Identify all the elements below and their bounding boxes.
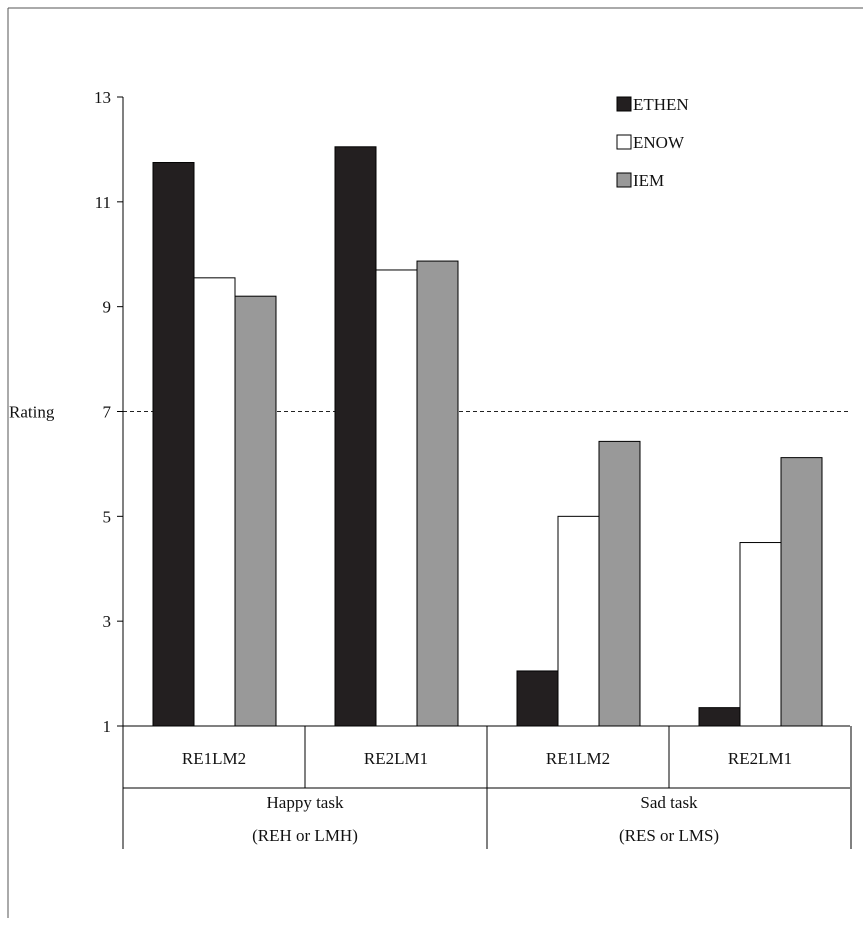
- bar-ethen-1: [152, 162, 195, 727]
- bar-enow-2: [375, 269, 418, 727]
- group-label-1: Happy task: [267, 793, 344, 812]
- y-axis-title: Rating: [9, 403, 55, 422]
- group-sublabel-1: (REH or LMH): [252, 826, 358, 845]
- bar-iem-4: [780, 457, 823, 727]
- bar-enow-1: [193, 277, 236, 727]
- legend-swatch-iem: [616, 172, 632, 188]
- bar-iem-3: [598, 440, 641, 727]
- group-label-2: Sad task: [640, 793, 698, 812]
- bar-iem-2: [416, 260, 459, 727]
- legend-label-enow: ENOW: [633, 133, 685, 152]
- bar-ethen-2: [334, 146, 377, 727]
- y-tick-label: 3: [103, 612, 112, 631]
- group-sublabel-2: (RES or LMS): [619, 826, 719, 845]
- bar-ethen-4: [698, 707, 741, 727]
- legend-swatch-enow: [616, 134, 632, 150]
- y-tick-label: 5: [103, 507, 112, 526]
- category-label-4: RE2LM1: [728, 749, 792, 768]
- y-tick-label: 11: [95, 193, 111, 212]
- category-label-2: RE2LM1: [364, 749, 428, 768]
- y-tick-label: 9: [103, 298, 112, 317]
- category-label-3: RE1LM2: [546, 749, 610, 768]
- legend-swatch-ethen: [616, 96, 632, 112]
- bar-enow-3: [557, 515, 600, 727]
- legend-label-ethen: ETHEN: [633, 95, 689, 114]
- bar-ethen-3: [516, 670, 559, 727]
- category-label-1: RE1LM2: [182, 749, 246, 768]
- y-tick-label: 1: [103, 717, 112, 736]
- legend-label-iem: IEM: [633, 171, 664, 190]
- y-tick-label: 7: [103, 403, 112, 422]
- bar-enow-4: [739, 542, 782, 727]
- bar-iem-1: [234, 295, 277, 727]
- y-tick-label: 13: [94, 88, 111, 107]
